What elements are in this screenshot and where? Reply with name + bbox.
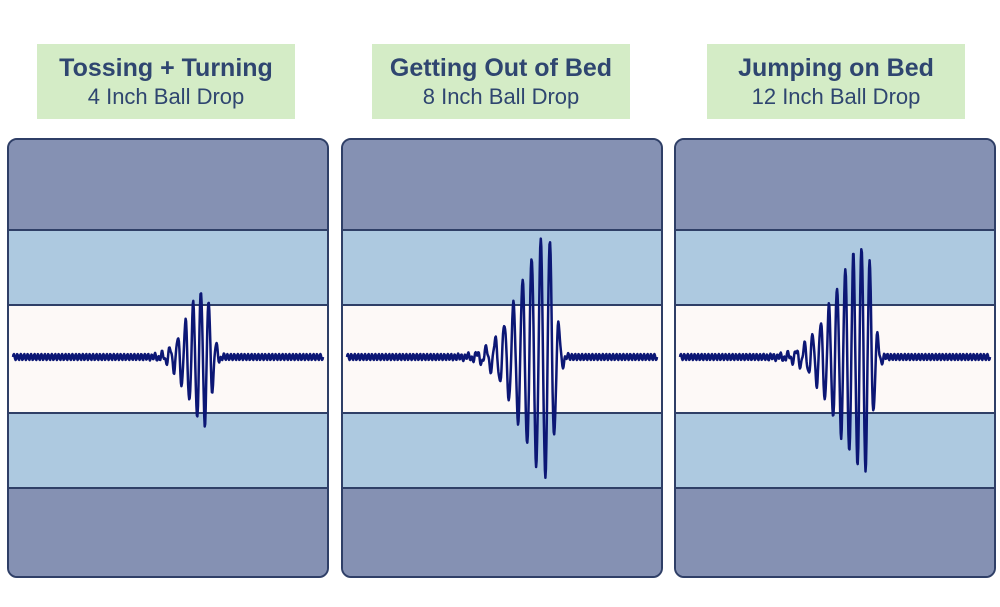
chart-title: Tossing + Turning: [59, 53, 273, 82]
band-0: [676, 140, 994, 230]
band-3: [343, 413, 661, 488]
band-1: [343, 230, 661, 305]
waveform-panel-tossing-turning: [7, 138, 329, 578]
chart-subtitle: 4 Inch Ball Drop: [87, 83, 245, 109]
waveform-chart: [9, 140, 327, 576]
waveform-line: [345, 237, 659, 480]
band-3: [676, 413, 994, 488]
chart-subtitle: 8 Inch Ball Drop: [422, 83, 580, 109]
band-4: [343, 488, 661, 576]
header-jumping-on-bed: Jumping on Bed 12 Inch Ball Drop: [707, 44, 965, 119]
header-getting-out-of-bed: Getting Out of Bed 8 Inch Ball Drop: [372, 44, 630, 119]
band-4: [676, 488, 994, 576]
band-0: [343, 140, 661, 230]
band-0: [9, 140, 327, 230]
waveform-line: [11, 292, 325, 428]
waveform-panel-getting-out-of-bed: [341, 138, 663, 578]
waveform-chart: [676, 140, 994, 576]
band-4: [9, 488, 327, 576]
chart-title: Jumping on Bed: [738, 53, 934, 82]
band-1: [9, 230, 327, 305]
waveform-chart: [343, 140, 661, 576]
band-3: [9, 413, 327, 488]
header-tossing-turning: Tossing + Turning 4 Inch Ball Drop: [37, 44, 295, 119]
chart-subtitle: 12 Inch Ball Drop: [751, 83, 921, 109]
waveform-panel-jumping-on-bed: [674, 138, 996, 578]
chart-title: Getting Out of Bed: [389, 53, 613, 82]
waveform-line: [678, 247, 992, 473]
band-1: [676, 230, 994, 305]
